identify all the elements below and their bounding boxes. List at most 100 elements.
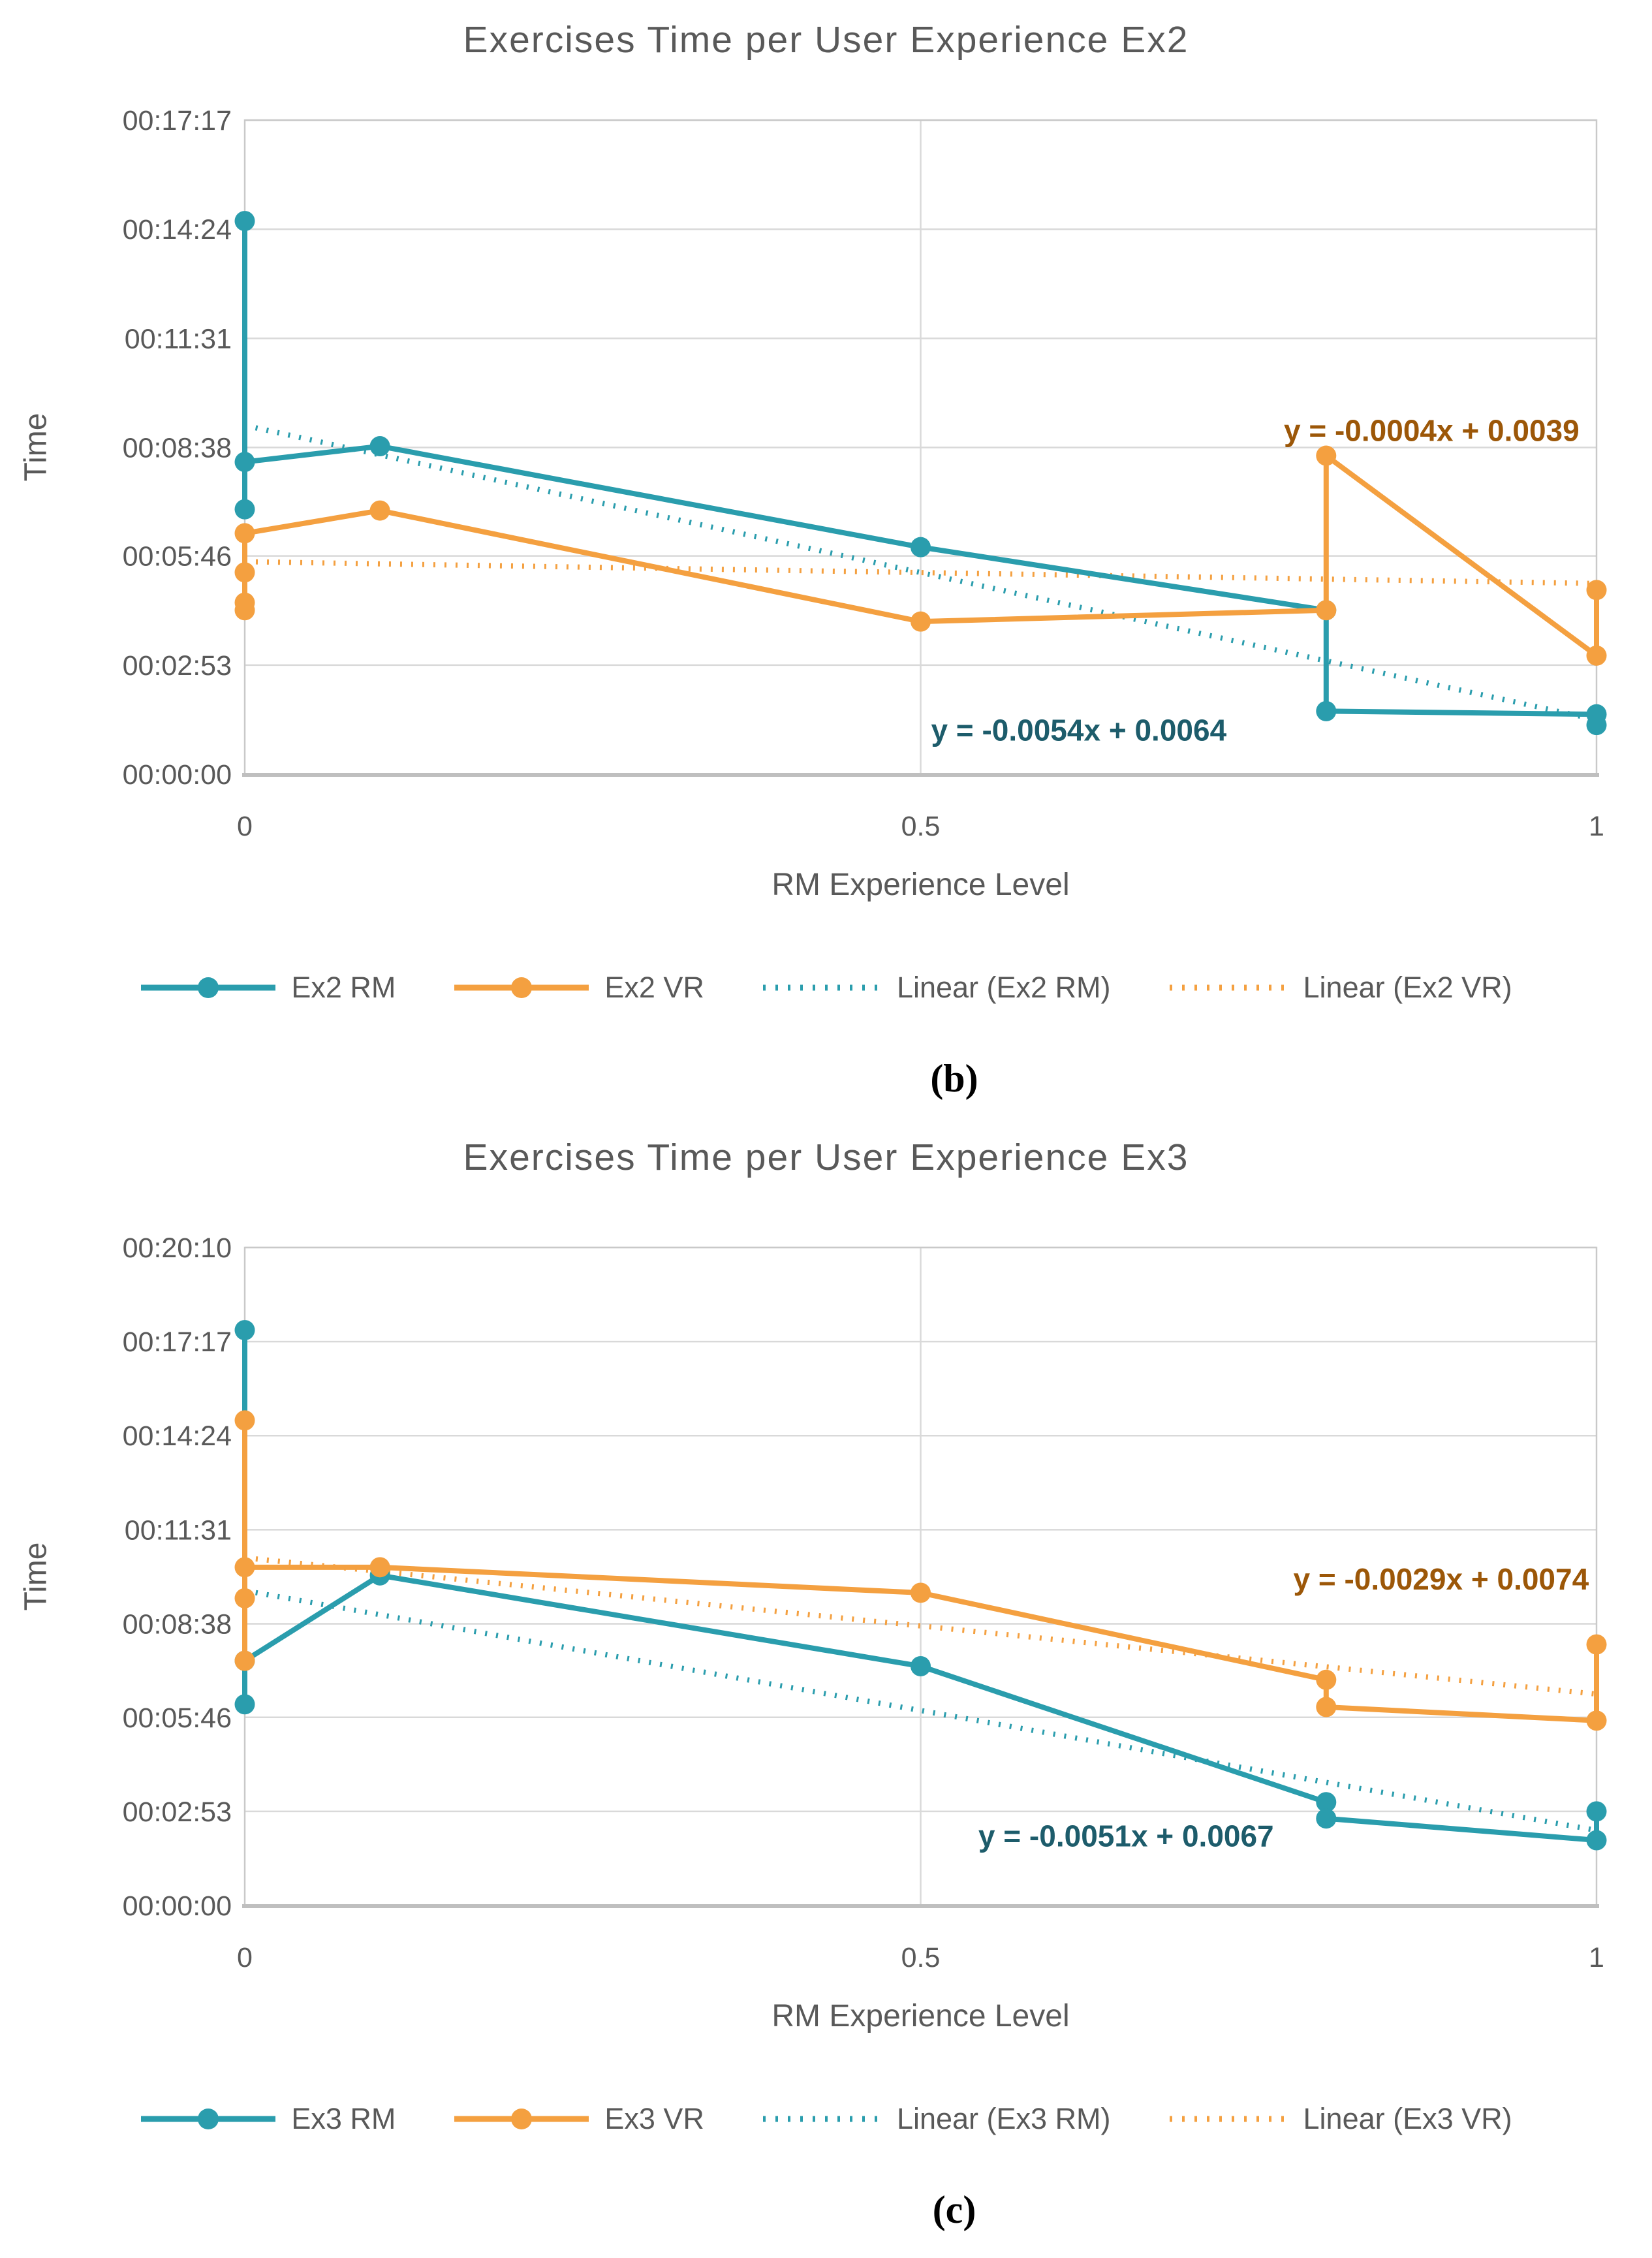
x-tick-label: 0 <box>237 811 253 842</box>
y-tick-label: 00:14:24 <box>123 214 232 245</box>
y-tick-label: 00:08:38 <box>123 432 232 463</box>
data-point-marker <box>1586 645 1607 666</box>
trendline-equation: y = -0.0029x + 0.0074 <box>1293 1562 1589 1596</box>
legend-swatch-marker <box>198 2109 219 2129</box>
legend-item-linear-ex3-rm-: Linear (Ex3 RM) <box>762 2102 1111 2136</box>
legend-label: Ex3 VR <box>604 2102 704 2135</box>
ex2-plot-area: y = -0.0054x + 0.0064 y = -0.0004x + 0.00… <box>123 105 1607 842</box>
data-point-marker <box>234 592 255 613</box>
ex3-y-axis-title: Time <box>18 1542 54 1611</box>
y-tick-labels: 00:17:17 00:14:24 00:11:31 00:08:38 00:05:46… <box>123 105 232 791</box>
data-point-marker <box>234 1410 255 1431</box>
data-point-marker <box>911 611 931 632</box>
data-point-marker <box>1316 1669 1337 1690</box>
legend-label: Linear (Ex2 VR) <box>1303 971 1512 1004</box>
line-marker-swatch-icon <box>454 977 589 998</box>
data-point-marker <box>234 1320 255 1341</box>
legend-label: Ex3 RM <box>291 2102 396 2135</box>
data-point-marker <box>369 1557 390 1578</box>
x-tick-label: 0.5 <box>901 1942 941 1973</box>
data-point-marker <box>911 1582 931 1603</box>
series-ex3-vr <box>234 1410 1607 1731</box>
trendline <box>244 1588 1597 1833</box>
data-point-marker <box>234 1588 255 1608</box>
dotted-line-swatch-icon <box>762 2116 881 2122</box>
legend-item-linear-ex2-vr-: Linear (Ex2 VR) <box>1168 971 1512 1005</box>
y-tick-label: 00:17:17 <box>123 105 232 136</box>
data-point-marker <box>234 1694 255 1715</box>
dotted-line-swatch-icon <box>762 984 881 991</box>
data-point-marker <box>234 523 255 544</box>
legend-label: Linear (Ex2 RM) <box>896 971 1111 1004</box>
x-tick-labels: 0 0.5 1 <box>237 1942 1604 1973</box>
y-tick-label: 00:17:17 <box>123 1326 232 1358</box>
trendlines <box>244 1555 1597 1833</box>
legend-item-ex2-vr: Ex2 VR <box>453 971 704 1005</box>
trendline-equation: y = -0.0051x + 0.0067 <box>978 1819 1274 1853</box>
y-tick-label: 00:11:31 <box>125 323 232 354</box>
ex2-y-axis-title: Time <box>18 413 54 482</box>
ex3-chart-title: Exercises Time per User Experience Ex3 <box>463 1137 1189 1178</box>
data-point-marker <box>1316 600 1337 621</box>
data-point-marker <box>911 1655 931 1676</box>
data-point-marker <box>1586 1830 1607 1851</box>
data-point-marker <box>1316 700 1337 721</box>
data-point-marker <box>1586 1801 1607 1822</box>
y-tick-label: 00:02:53 <box>123 1796 232 1828</box>
data-point-marker <box>1316 1808 1337 1829</box>
data-point-marker <box>1316 445 1337 466</box>
y-tick-labels: 00:20:10 00:17:17 00:14:24 00:11:31 00:08:38… <box>123 1232 232 1922</box>
line-marker-swatch-icon <box>141 977 276 998</box>
legend-item-ex3-rm: Ex3 RM <box>140 2102 396 2136</box>
y-tick-label: 00:11:31 <box>125 1514 232 1546</box>
x-tick-label: 1 <box>1589 1942 1604 1973</box>
trendline-equation: y = -0.0004x + 0.0039 <box>1284 413 1580 447</box>
y-tick-label: 00:14:24 <box>123 1420 232 1452</box>
legend-item-ex3-vr: Ex3 VR <box>453 2102 704 2136</box>
ex2-caption: (b) <box>930 1057 978 1100</box>
ex2-x-axis-title: RM Experience Level <box>771 868 1070 902</box>
data-point-marker <box>1586 1710 1607 1731</box>
legend-swatch-marker <box>198 977 219 998</box>
y-tick-label: 00:02:53 <box>123 650 232 682</box>
line-marker-swatch-icon <box>454 2109 589 2129</box>
trendline <box>244 1555 1597 1697</box>
ex2-legend: Ex2 RM Ex2 VR Linear (Ex2 RM) Linear (Ex2 V… <box>0 971 1652 1005</box>
legend-label: Linear (Ex3 RM) <box>896 2102 1111 2135</box>
y-tick-label: 00:00:00 <box>123 759 232 791</box>
legend-label: Ex2 VR <box>604 971 704 1004</box>
data-point-marker <box>1586 1634 1607 1655</box>
legend-swatch-marker <box>511 2109 533 2129</box>
ex3-caption: (c) <box>932 2188 976 2231</box>
data-point-marker <box>369 500 390 521</box>
data-point-marker <box>234 452 255 473</box>
data-point-marker <box>1316 1697 1337 1717</box>
ex2-chart-title: Exercises Time per User Experience Ex2 <box>463 19 1189 61</box>
legend-item-linear-ex3-vr-: Linear (Ex3 VR) <box>1168 2102 1512 2136</box>
legend-label: Ex2 RM <box>291 971 396 1004</box>
chart-ex2-figure: y = -0.0054x + 0.0064 y = -0.0004x + 0.00… <box>0 0 1652 1110</box>
y-tick-label: 00:00:00 <box>123 1890 232 1922</box>
y-tick-label: 00:05:46 <box>123 1702 232 1734</box>
legend-item-linear-ex2-rm-: Linear (Ex2 RM) <box>762 971 1111 1005</box>
dotted-line-swatch-icon <box>1169 2116 1288 2122</box>
x-tick-label: 0.5 <box>901 811 941 842</box>
y-tick-label: 00:08:38 <box>123 1608 232 1640</box>
chart-ex3-figure: y = -0.0051x + 0.0067 y = -0.0029x + 0.00… <box>0 1110 1652 2258</box>
ex3-x-axis-title: RM Experience Level <box>771 1999 1070 2033</box>
data-point-marker <box>1316 1792 1337 1813</box>
y-tick-label: 00:05:46 <box>123 541 232 572</box>
ex3-plot-area: y = -0.0051x + 0.0067 y = -0.0029x + 0.00… <box>123 1232 1607 1973</box>
data-point-marker <box>1586 580 1607 601</box>
x-tick-label: 0 <box>237 1942 253 1973</box>
line-marker-swatch-icon <box>141 2109 276 2129</box>
ex3-legend: Ex3 RM Ex3 VR Linear (Ex3 RM) Linear (Ex3 V… <box>0 2102 1652 2136</box>
dotted-line-swatch-icon <box>1169 984 1288 991</box>
series-line <box>242 453 1599 659</box>
series-line <box>242 1417 1599 1723</box>
series-ex2-vr <box>234 445 1607 666</box>
data-point-marker <box>1586 715 1607 736</box>
data-point-marker <box>234 211 255 232</box>
x-tick-labels: 0 0.5 1 <box>237 811 1604 842</box>
